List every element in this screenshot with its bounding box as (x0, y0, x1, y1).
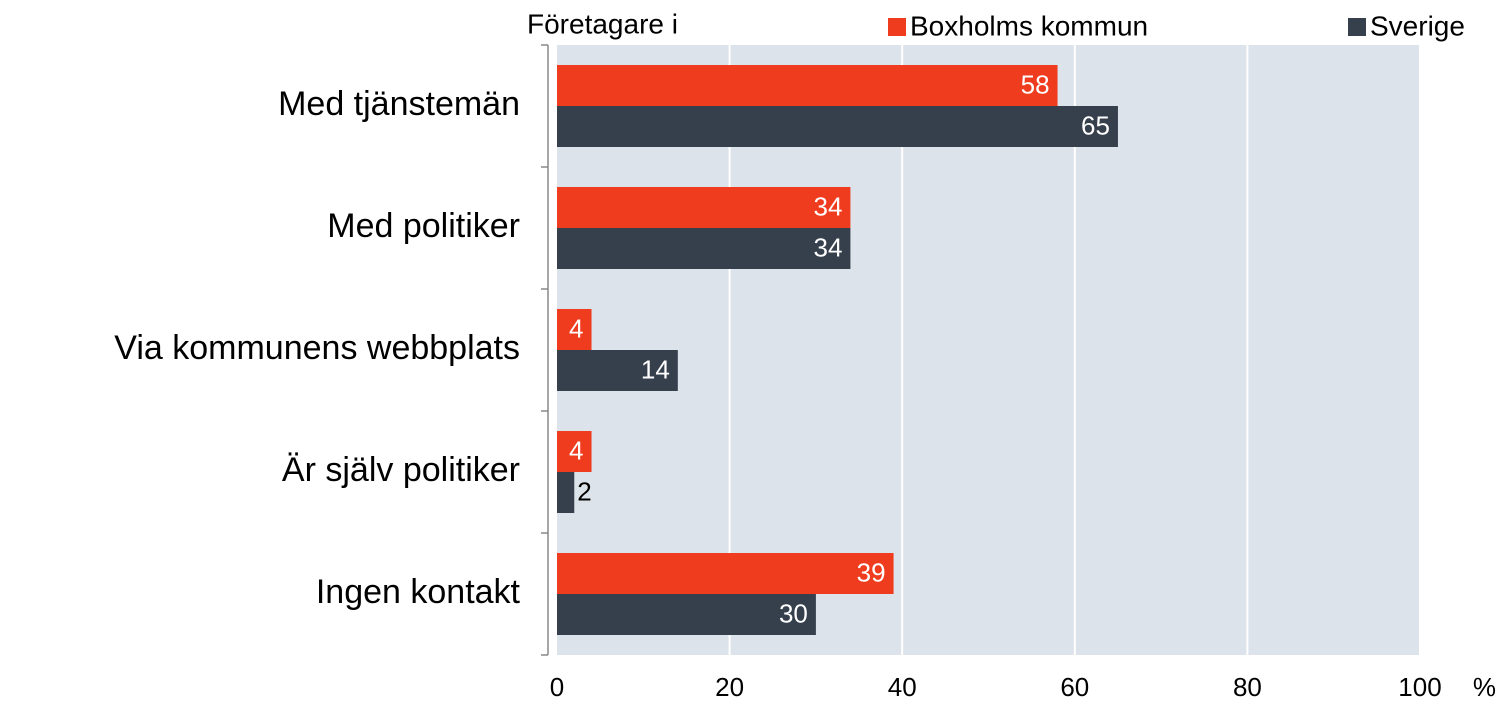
x-tick-label: 80 (1233, 672, 1262, 702)
value-label: 4 (569, 313, 583, 343)
bar (557, 106, 1118, 147)
value-label: 14 (641, 354, 670, 384)
bar (557, 594, 816, 635)
bar (557, 187, 851, 228)
x-axis-unit: % (1473, 672, 1496, 702)
x-tick-label: 100 (1398, 672, 1441, 702)
legend-swatch (1348, 18, 1366, 36)
category-label: Via kommunens webbplats (114, 329, 520, 367)
category-label: Är själv politiker (282, 451, 520, 489)
legend-title: Företagare i (527, 8, 678, 39)
value-label: 2 (577, 476, 591, 506)
value-label: 34 (813, 191, 842, 221)
bar (557, 228, 851, 269)
legend-label: Boxholms kommun (910, 10, 1148, 41)
x-tick-label: 0 (550, 672, 564, 702)
bar (557, 309, 592, 350)
value-label: 4 (569, 435, 583, 465)
value-label: 30 (779, 598, 808, 628)
bar (557, 350, 678, 391)
x-tick-label: 40 (888, 672, 917, 702)
value-label: 34 (813, 232, 842, 262)
bar (557, 472, 575, 513)
legend-swatch (888, 18, 906, 36)
category-label: Ingen kontakt (316, 573, 521, 611)
value-label: 65 (1081, 110, 1110, 140)
x-tick-label: 20 (715, 672, 744, 702)
bar (557, 553, 894, 594)
value-label: 58 (1021, 69, 1050, 99)
bar (557, 65, 1058, 106)
bar (557, 431, 592, 472)
value-label: 39 (857, 557, 886, 587)
category-label: Med politiker (327, 207, 520, 245)
category-label: Med tjänstemän (278, 85, 520, 123)
legend-label: Sverige (1370, 10, 1465, 41)
x-tick-label: 60 (1060, 672, 1089, 702)
